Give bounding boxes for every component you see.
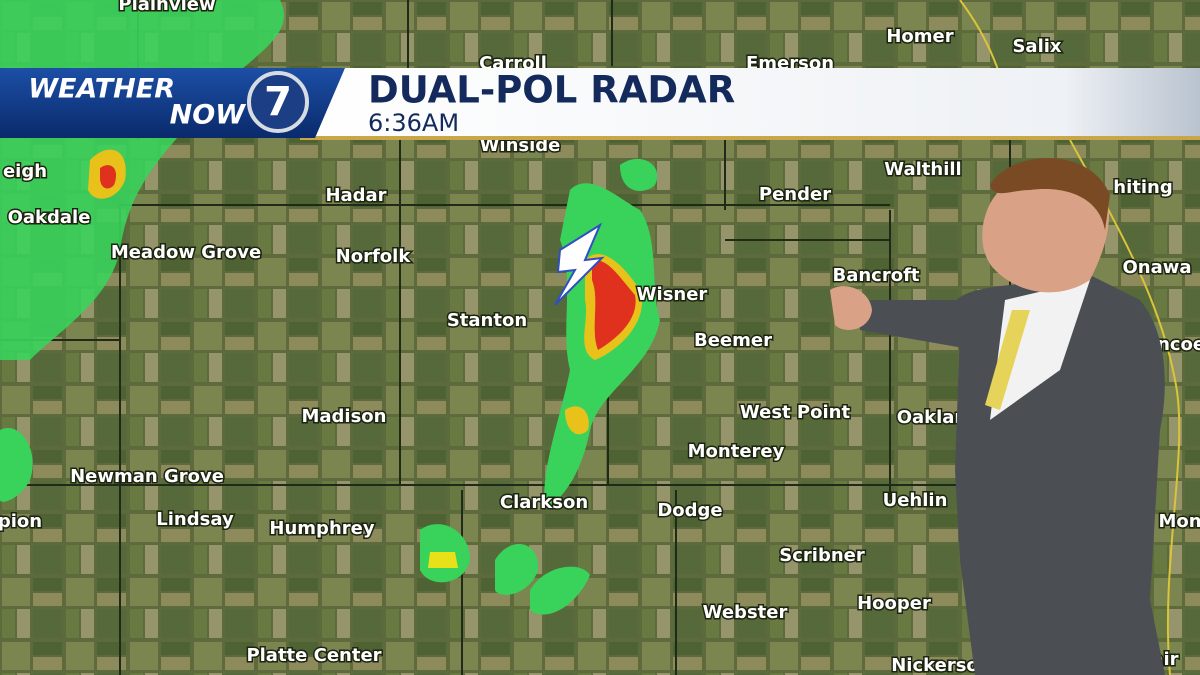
logo-circle bbox=[247, 71, 309, 133]
town-label: pion bbox=[0, 511, 42, 532]
town-label: Webster bbox=[703, 602, 788, 623]
town-label: Dodge bbox=[657, 500, 722, 521]
lightning-icon bbox=[554, 222, 605, 306]
town-label: Homer bbox=[886, 26, 953, 47]
town-label: Wisner bbox=[637, 284, 708, 305]
town-label: Pender bbox=[759, 184, 831, 205]
town-label: Meadow Grove bbox=[111, 242, 261, 263]
town-label: Mon bbox=[1158, 511, 1200, 532]
town-label: Bancroft bbox=[832, 265, 919, 286]
town-label: hiting bbox=[1113, 177, 1172, 198]
town-label: Stanton bbox=[447, 310, 527, 331]
title-bar bbox=[300, 68, 1200, 138]
accent-line bbox=[300, 136, 1200, 140]
town-label: Newman Grove bbox=[70, 466, 224, 487]
town-label: Onawa bbox=[1122, 257, 1191, 278]
banner: WEATHER NOW 7 DUAL-POL RADAR 6:36AM bbox=[0, 68, 1200, 140]
town-label: Hooper bbox=[857, 593, 931, 614]
town-label: Lindsay bbox=[156, 509, 234, 530]
town-label: eigh bbox=[3, 161, 47, 182]
town-label: Humphrey bbox=[269, 518, 374, 539]
logo-text: NOW bbox=[170, 100, 247, 131]
town-label: Plainview bbox=[118, 0, 215, 15]
town-label: Norfolk bbox=[336, 246, 412, 267]
town-label: Monterey bbox=[688, 441, 785, 462]
town-label: Uehlin bbox=[883, 490, 948, 511]
town-label: Madison bbox=[301, 406, 386, 427]
town-label: Beemer bbox=[694, 330, 772, 351]
logo-number: 7 bbox=[264, 79, 292, 125]
town-label: Walthill bbox=[884, 159, 961, 180]
town-label: Platte Center bbox=[246, 645, 381, 666]
town-label: Clarkson bbox=[500, 492, 588, 513]
banner-title: DUAL-POL RADAR bbox=[368, 69, 735, 112]
town-label: Nickerso bbox=[891, 655, 979, 675]
logo-text: WEATHER bbox=[28, 74, 175, 105]
town-label: Hadar bbox=[325, 185, 386, 206]
town-label: Scribner bbox=[779, 545, 865, 566]
presenter bbox=[830, 158, 1165, 675]
town-label: Oakdale bbox=[8, 207, 91, 228]
town-label: West Point bbox=[740, 402, 851, 423]
town-label: Salix bbox=[1012, 36, 1061, 57]
town-label: Oaklar bbox=[897, 407, 964, 428]
banner-time: 6:36AM bbox=[368, 109, 459, 137]
